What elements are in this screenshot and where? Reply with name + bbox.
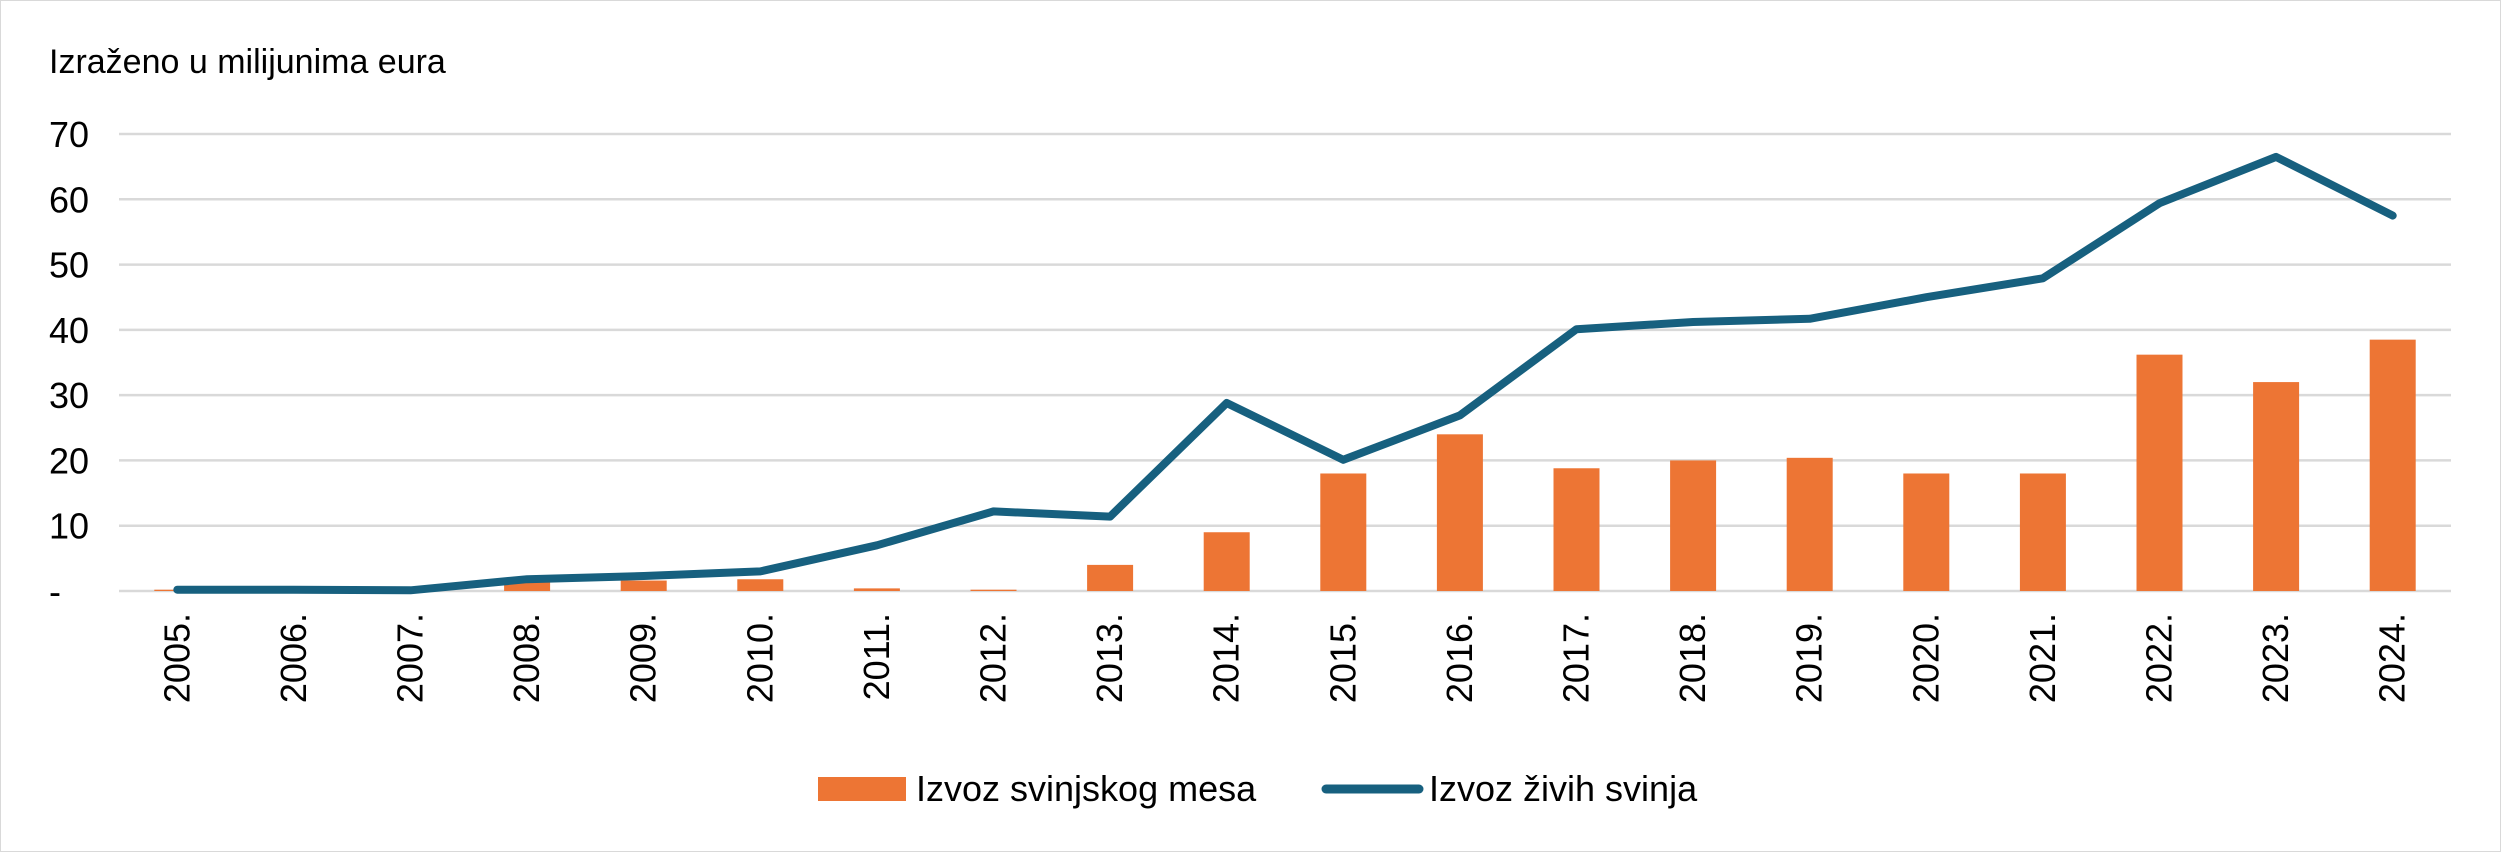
bar (2369, 339, 2416, 591)
x-tick-label: 2019. (1789, 613, 1830, 703)
x-tick-label: 2009. (623, 613, 664, 703)
x-tick-label: 2022. (2139, 613, 2180, 703)
x-tick-label: 2006. (273, 613, 314, 703)
x-tick-label: 2023. (2255, 613, 2296, 703)
x-tick-label: 2007. (390, 613, 431, 703)
y-axis-ticks: - 10 20 30 40 50 60 70 (49, 114, 89, 612)
y-tick-label: 70 (49, 114, 89, 155)
x-tick-label: 2011. (856, 613, 897, 700)
bar (1786, 457, 1833, 591)
x-tick-label: 2012. (973, 613, 1014, 703)
x-tick-label: 2016. (1439, 613, 1480, 703)
bar (2253, 382, 2300, 591)
gridlines (119, 132, 2451, 593)
bar (1203, 532, 1250, 591)
bar (853, 588, 900, 591)
x-tick-label: 2018. (1672, 613, 1713, 703)
x-tick-label: 2024. (2372, 613, 2413, 703)
x-tick-label: 2021. (2022, 613, 2063, 703)
bar (1320, 473, 1367, 591)
bar-series (154, 339, 2416, 591)
x-tick-label: 2008. (506, 613, 547, 703)
y-tick-label: 40 (49, 310, 89, 351)
x-tick-label: 2020. (1905, 613, 1946, 703)
y-tick-label: 60 (49, 179, 89, 220)
x-tick-label: 2013. (1089, 613, 1130, 703)
unit-label: Izraženo u milijunima eura (49, 43, 446, 81)
series-line (173, 152, 2397, 595)
y-tick-label: 10 (49, 506, 89, 547)
bar (970, 589, 1017, 591)
bar (2019, 473, 2066, 591)
legend-bar-swatch (818, 777, 906, 801)
legend-bar-label: Izvoz svinjskog mesa (916, 768, 1257, 809)
bar (1670, 460, 1717, 591)
x-tick-label: 2015. (1322, 613, 1363, 703)
bar (1436, 434, 1483, 591)
bar (1553, 468, 1600, 591)
x-tick-label: 2017. (1556, 613, 1597, 703)
legend-line-label: Izvoz živih svinja (1429, 768, 1698, 809)
bar (737, 579, 784, 591)
y-tick-label: - (49, 571, 61, 612)
line-series (173, 152, 2397, 595)
bar (504, 579, 551, 591)
y-tick-label: 30 (49, 375, 89, 416)
legend: Izvoz svinjskog mesa Izvoz živih svinja (818, 768, 1698, 809)
x-axis-ticks: 2005. 2006. 2007. 2008. 2009. 2010. 2011. 2012.… (156, 613, 2412, 703)
bar (2136, 354, 2183, 591)
y-tick-label: 20 (49, 440, 89, 481)
bar (620, 580, 667, 591)
x-tick-label: 2010. (739, 613, 780, 703)
x-tick-label: 2005. (156, 613, 197, 703)
y-tick-label: 50 (49, 245, 89, 286)
bar (1087, 564, 1134, 591)
bar (1903, 473, 1950, 591)
x-tick-label: 2014. (1206, 613, 1247, 703)
